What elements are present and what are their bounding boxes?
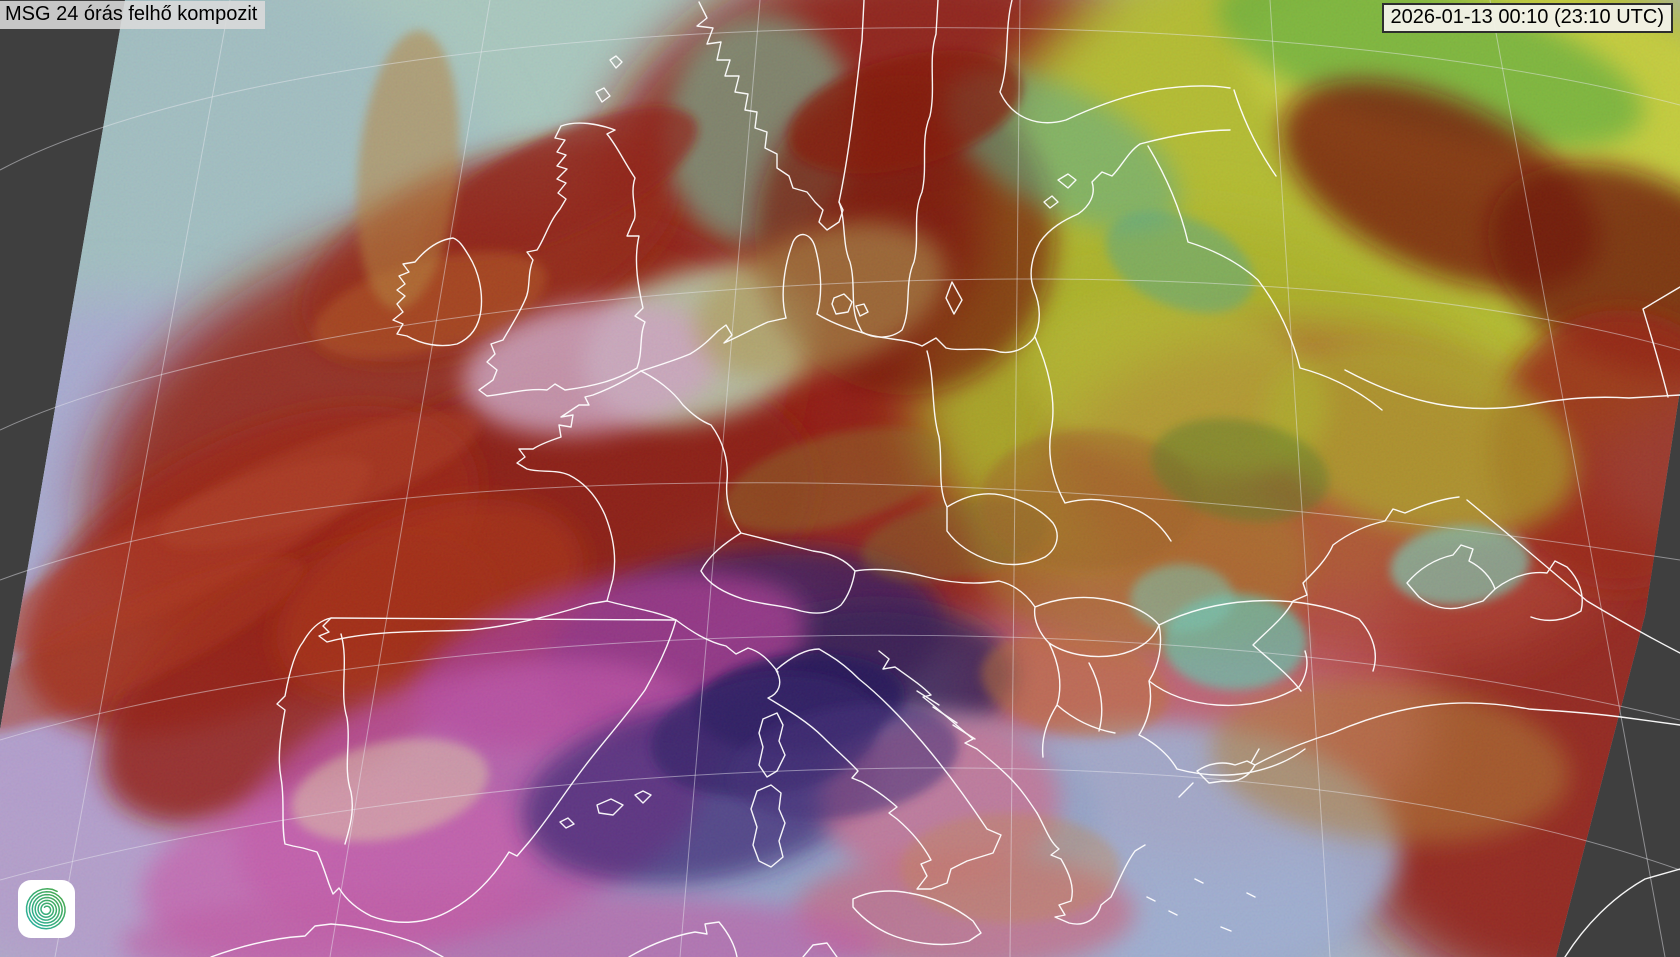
parallel-line [0, 634, 1680, 741]
caucasus-coast [1564, 868, 1680, 957]
east-european-border [1466, 499, 1680, 654]
black-sea-west-coast [1252, 496, 1460, 692]
hungaromet-logo [18, 880, 75, 938]
country-borders-layer [210, 0, 1680, 957]
italy-coast [767, 648, 1002, 890]
sardinia-coast [750, 784, 786, 868]
aegean-islands [1146, 878, 1256, 932]
iberia-coast [276, 617, 677, 923]
meridian-line [329, 0, 491, 957]
france-mediterranean-coast [675, 619, 779, 673]
spiral-logo-icon [25, 887, 66, 930]
azov-sea-coast [1494, 560, 1583, 622]
greece-coast [1036, 812, 1146, 925]
baltic-russia-borders [1147, 89, 1383, 411]
south-baltic-coast [816, 143, 1141, 354]
estonia-coast [1139, 129, 1231, 145]
turkey-black-sea-coast [1254, 702, 1680, 766]
corsica-coast [758, 712, 786, 778]
timestamp-text: 2026-01-13 00:10 (23:10 UTC) [1390, 6, 1665, 28]
denmark-islands [831, 293, 869, 317]
balearic-islands [559, 790, 652, 829]
central-europe-borders [640, 336, 1377, 776]
sweden-coast [838, 0, 939, 338]
north-sea-coast [640, 317, 787, 372]
crimea-coast [1406, 544, 1496, 610]
product-title-label: MSG 24 órás felhő kompozit [0, 1, 266, 29]
gulf-of-finland-coast [999, 0, 1231, 124]
great-britain-coast [478, 122, 646, 397]
product-title-text: MSG 24 órás felhő kompozit [5, 3, 258, 25]
meridian-line [1269, 0, 1331, 957]
meridian-line [1009, 0, 1021, 957]
iberia-north-coast [318, 600, 608, 643]
portugal-spain-border [340, 633, 354, 845]
africa-coast-tunisia [628, 921, 838, 957]
sicily-coast [852, 890, 982, 946]
parallel-line [0, 27, 1680, 171]
norway-coast [696, 1, 844, 231]
ukraine-russia-border [1344, 286, 1680, 410]
denmark-jutland [782, 233, 822, 319]
norway-sweden-border [838, 0, 865, 203]
ireland-coast [392, 237, 483, 347]
spiral-glyph [25, 887, 66, 930]
meridian-line [54, 0, 231, 957]
baltic-islands [1043, 173, 1077, 209]
meridian-line [1489, 0, 1666, 957]
parallel-line [0, 767, 1680, 881]
gotland-island [945, 281, 963, 315]
france-atlantic-coast [516, 370, 642, 602]
timestamp-label: 2026-01-13 00:10 (23:10 UTC) [1381, 3, 1673, 33]
scottish-isles [595, 55, 623, 103]
pyrenees-border [606, 600, 677, 621]
parallel-line [0, 278, 1680, 431]
africa-coast-west [210, 923, 444, 957]
parallel-line [0, 482, 1680, 581]
meridian-line [679, 0, 761, 957]
dalmatian-islands [916, 690, 976, 740]
